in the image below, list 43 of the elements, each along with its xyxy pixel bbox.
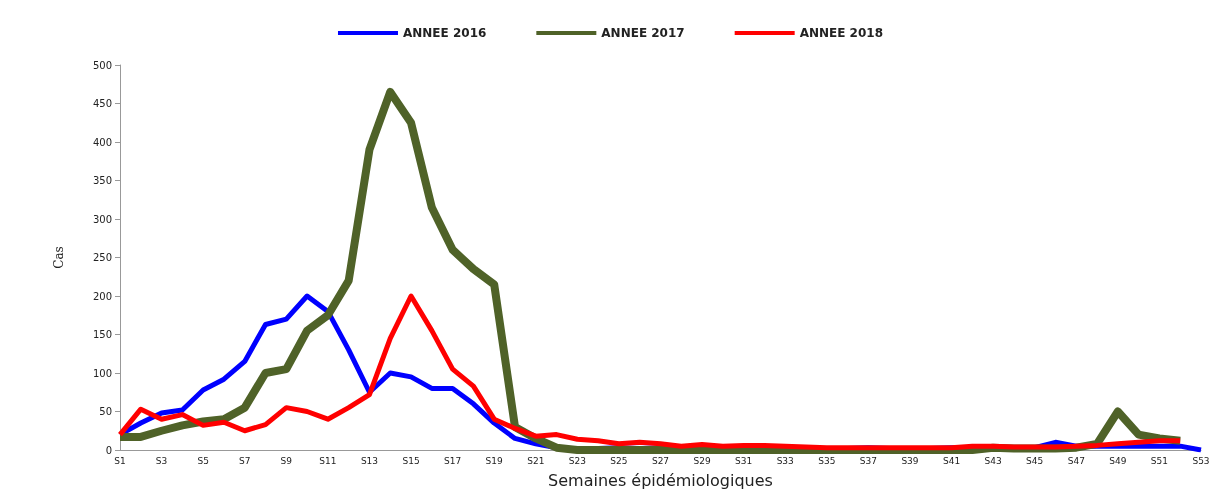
x-tick-label: S7 [239,455,251,466]
x-tick-label: S41 [942,455,961,466]
x-tick-label: S35 [818,455,836,466]
y-tick-label: 500 [92,59,112,71]
x-tick-label: S19 [485,455,504,466]
x-tick-label: S51 [1150,455,1169,466]
x-tick-label: S9 [280,455,293,466]
x-tick-label: S17 [444,455,462,466]
x-axis-title: Semaines épidémiologiques [548,470,773,490]
x-tick-label: S11 [319,455,337,466]
legend-label: ANNEE 2017 [601,26,685,40]
x-tick-label: S27 [651,455,670,466]
y-tick-label: 150 [92,329,112,340]
x-tick-label: S37 [859,455,877,466]
x-tick-label: S39 [901,455,919,466]
y-axis-title: Cas [52,246,66,269]
x-tick-label: S23 [568,455,586,466]
x-tick-label: S3 [155,455,168,466]
y-tick-label: 450 [92,98,112,109]
y-tick-label: 350 [92,175,112,186]
y-tick-label: 100 [92,367,112,379]
x-tick-label: S21 [527,455,545,466]
y-tick-label: 0 [105,444,112,456]
x-tick-label: S45 [1026,455,1044,466]
y-tick-label: 400 [92,136,112,148]
x-tick-label: S31 [735,455,753,466]
x-tick-label: S47 [1067,455,1085,466]
x-tick-label: S25 [610,455,628,466]
y-tick-label: 250 [92,252,112,263]
legend-label: ANNEE 2016 [402,26,487,40]
y-tick-label: 300 [92,213,112,225]
x-tick-label: S49 [1109,455,1127,466]
y-tick-label: 50 [99,406,112,417]
x-tick-label: S53 [1192,455,1210,466]
x-tick-label: S1 [114,455,126,466]
legend-label: ANNEE 2018 [799,26,884,40]
x-tick-label: S15 [402,455,420,466]
x-tick-label: S43 [984,455,1002,466]
x-tick-label: S29 [693,455,711,466]
x-tick-label: S5 [197,455,209,466]
x-tick-label: S33 [776,455,794,466]
x-tick-label: S13 [360,455,379,466]
y-tick-label: 200 [92,290,112,302]
